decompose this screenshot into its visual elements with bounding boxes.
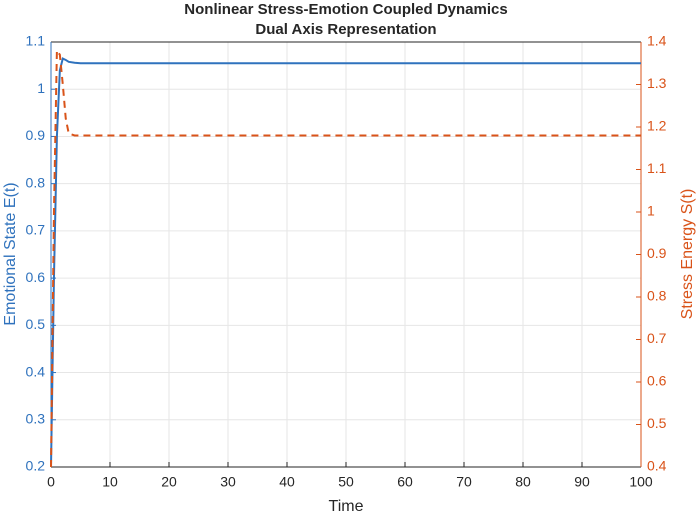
y-tick-label: 0.4 <box>26 363 46 379</box>
y2-tick-label: 1.3 <box>647 75 667 91</box>
x-tick-label: 50 <box>338 474 354 490</box>
y-tick-label: 0.8 <box>26 174 46 190</box>
x-tick-label: 0 <box>47 474 55 490</box>
x-tick-label: 90 <box>574 474 590 490</box>
x-axis-label: Time <box>329 498 364 515</box>
y2-tick-label: 0.4 <box>647 458 667 474</box>
x-tick-label: 30 <box>220 474 236 490</box>
y-tick-label: 0.3 <box>26 410 46 426</box>
y-tick-label: 0.7 <box>26 222 46 238</box>
y-tick-label: 1 <box>37 80 45 96</box>
y2-tick-label: 0.6 <box>647 373 667 389</box>
series-line <box>50 47 641 468</box>
y2-tick-label: 1.4 <box>647 33 667 49</box>
x-tick-label: 10 <box>102 474 118 490</box>
x-tick-label: 60 <box>397 474 413 490</box>
y-tick-label: 1.1 <box>26 33 46 49</box>
x-tick-label: 20 <box>161 474 177 490</box>
x-tick-label: 80 <box>515 474 531 490</box>
x-tick-label: 100 <box>629 474 653 490</box>
chart-subtitle: Dual Axis Representation <box>255 21 436 38</box>
y-tick-label: 0.6 <box>26 269 46 285</box>
y-axis-label: Emotional State E(t) <box>2 182 19 325</box>
y2-tick-label: 1 <box>647 203 655 219</box>
y2-tick-label: 0.5 <box>647 415 667 431</box>
y-tick-label: 0.9 <box>26 127 46 143</box>
y-tick-label: 0.2 <box>26 458 46 474</box>
y2-tick-label: 0.8 <box>647 288 667 304</box>
y2-tick-label: 1.1 <box>647 160 667 176</box>
y2-tick-label: 0.7 <box>647 330 667 346</box>
y2-tick-label: 0.9 <box>647 245 667 261</box>
chart-title: Nonlinear Stress-Emotion Coupled Dynamic… <box>184 1 507 18</box>
y2-axis-label: Stress Energy S(t) <box>679 189 696 320</box>
y2-tick-label: 1.2 <box>647 118 667 134</box>
x-tick-label: 40 <box>279 474 295 490</box>
y-tick-label: 0.5 <box>26 316 46 332</box>
x-tick-label: 70 <box>456 474 472 490</box>
